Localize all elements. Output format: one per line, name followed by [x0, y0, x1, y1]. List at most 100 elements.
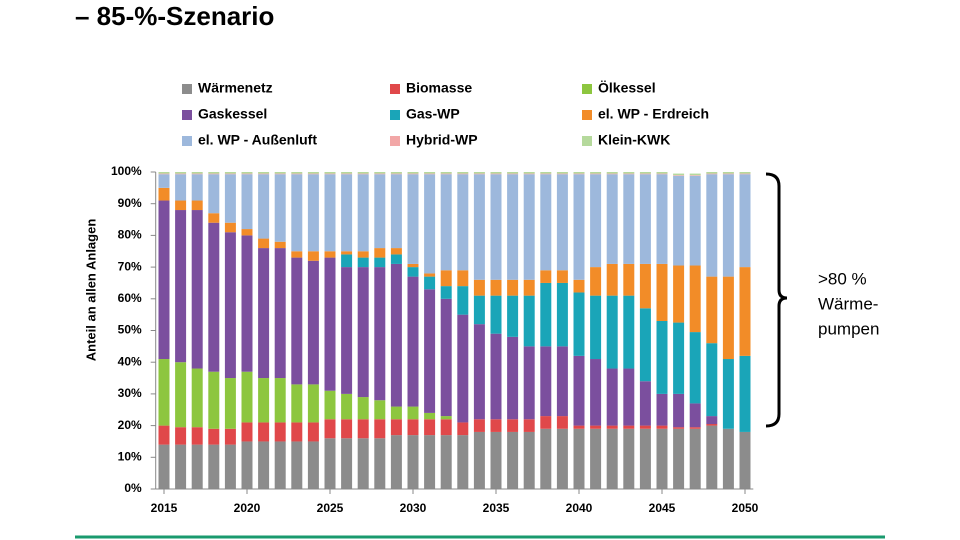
bar-segment [457, 172, 469, 174]
bar-segment [341, 393, 353, 420]
bar-segment [424, 276, 436, 290]
bar-segment [590, 173, 602, 175]
bar-segment [307, 422, 319, 442]
x-tick-label: 2040 [566, 501, 593, 515]
bar-segment [374, 438, 386, 489]
bar-segment [739, 431, 751, 489]
bar-segment [158, 173, 170, 175]
y-tick-label: 80% [118, 228, 142, 242]
y-tick-label: 20% [118, 418, 142, 432]
bar-segment [374, 267, 386, 401]
bar-segment [324, 419, 336, 439]
bar-segment [606, 173, 618, 175]
bar-segment [722, 173, 734, 175]
bar-segment [191, 444, 203, 489]
bar-segment [722, 428, 734, 489]
bar-segment [523, 172, 535, 174]
bar-segment [208, 428, 220, 445]
bar-segment [457, 422, 469, 436]
x-tick-label: 2020 [234, 501, 261, 515]
bar-segment [523, 173, 535, 175]
bar-segment [507, 295, 519, 337]
annotation: Wärme- [818, 294, 878, 313]
bar-segment [689, 428, 701, 489]
bar-segment [739, 172, 751, 174]
bar-segment [706, 174, 718, 277]
bar-segment [307, 251, 319, 261]
bar-segment [473, 431, 485, 489]
bar-segment [208, 371, 220, 429]
bar-segment [241, 173, 253, 175]
bar-segment [507, 279, 519, 296]
bar-segment [523, 431, 535, 489]
bar-segment [357, 397, 369, 420]
bar-segment [407, 406, 419, 420]
bar-segment [374, 400, 386, 420]
bar-segment [191, 200, 203, 211]
bar-segment [307, 384, 319, 423]
bar-segment [241, 422, 253, 442]
legend-label: Gaskessel [198, 106, 267, 122]
bar-segment [573, 425, 585, 429]
bar-segment [706, 425, 718, 489]
bar-segment [191, 173, 203, 175]
bar-segment [407, 267, 419, 277]
bar-segment [307, 172, 319, 174]
bar-segment [540, 428, 552, 489]
bar-segment [739, 355, 751, 432]
bar-segment [623, 173, 635, 175]
y-tick-label: 70% [118, 259, 142, 273]
bar-segment [507, 172, 519, 174]
bar-segment [722, 276, 734, 360]
bar-segment [291, 172, 303, 174]
bar-segment [689, 427, 701, 429]
bar-segment [440, 298, 452, 417]
y-tick-label: 90% [118, 196, 142, 210]
bar-segment [656, 425, 668, 429]
bar-segment [556, 173, 568, 175]
bar-segment [507, 173, 519, 175]
bar-segment [324, 257, 336, 391]
legend-label: Biomasse [406, 80, 472, 96]
bar-segment [490, 333, 502, 420]
chart-title: – 85-%-Szenario [75, 1, 274, 31]
bar-segment [158, 174, 170, 188]
bar-segment [407, 435, 419, 489]
bar-segment [158, 444, 170, 489]
bar-segment [623, 425, 635, 429]
bar-segment [241, 235, 253, 372]
bar-segment [324, 390, 336, 420]
bar-segment [390, 174, 402, 249]
bar-segment [540, 172, 552, 174]
bar-segment [639, 425, 651, 429]
bar-segment [722, 174, 734, 277]
bar-segment [440, 270, 452, 287]
bar-segment [424, 412, 436, 420]
bar-segment [556, 282, 568, 347]
bar-segment [689, 175, 701, 176]
bar-segment [390, 254, 402, 264]
bar-segment [390, 173, 402, 175]
bar-segment [175, 173, 187, 175]
bar-segment [191, 174, 203, 201]
bar-segment [739, 267, 751, 356]
bar-segment [324, 251, 336, 258]
legend-swatch [182, 136, 192, 146]
bar-segment [291, 174, 303, 252]
bar-segment [573, 279, 585, 293]
bar-segment [224, 232, 236, 379]
bar-segment [274, 173, 286, 175]
bar-segment [357, 172, 369, 174]
bar-segment [407, 174, 419, 264]
annotation: pumpen [818, 319, 879, 338]
bar-segment [291, 257, 303, 385]
bar-segment [224, 174, 236, 223]
bar-segment [490, 172, 502, 174]
bar-segment [175, 174, 187, 201]
bar-segment [341, 172, 353, 174]
bar-segment [473, 324, 485, 420]
legend-label: Klein-KWK [598, 132, 670, 148]
bar-segment [540, 346, 552, 417]
bar-segment [473, 172, 485, 174]
bar-segment [241, 174, 253, 230]
